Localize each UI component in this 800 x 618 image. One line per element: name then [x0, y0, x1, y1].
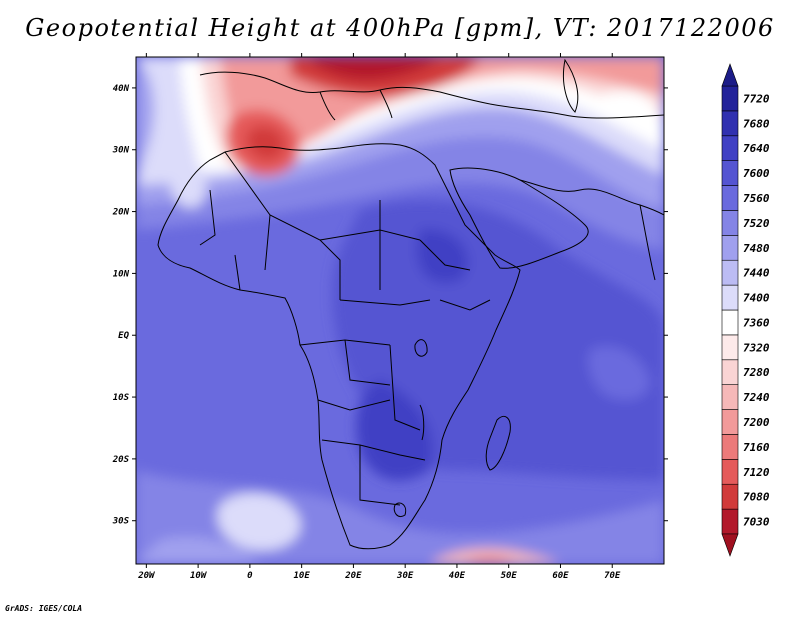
colorbar-label: 7160: [743, 441, 770, 454]
colorbar-label: 7440: [743, 267, 770, 280]
colorbar-label: 7480: [743, 242, 770, 255]
coastlines: [157, 58, 664, 550]
colorbar-label: 7120: [743, 466, 770, 479]
lon-tick-label: 40E: [449, 571, 466, 581]
lat-tick-label: 40N: [113, 84, 130, 94]
lon-tick-label: 0: [247, 571, 253, 581]
colorbar-label: 7720: [743, 92, 770, 105]
lat-tick-label: 20S: [112, 455, 130, 465]
colorbar-label: 7030: [743, 516, 770, 529]
colorbar-swatch: [721, 135, 739, 161]
lon-axis: 20W 10W 0 10E 20E 30E 40E 50E 60E 70E: [137, 53, 621, 581]
colorbar-swatch: [721, 334, 739, 361]
colorbar-label: 7640: [743, 142, 770, 155]
grads-credit: GrADS: IGES/COLA: [5, 604, 83, 613]
colorbar-swatch: [721, 409, 739, 435]
colorbar-swatch: [721, 309, 739, 336]
colorbar-label: 7560: [743, 192, 770, 205]
map-title: Geopotential Height at 400hPa [gpm], VT:…: [25, 14, 775, 42]
lat-tick-label: EQ: [118, 331, 129, 341]
colorbar-swatch: [721, 160, 739, 186]
lon-tick-label: 60E: [552, 571, 569, 581]
colorbar-label: 7400: [743, 292, 770, 305]
colorbar-label: 7600: [743, 167, 770, 180]
lat-tick-label: 10S: [113, 393, 130, 403]
colorbar-label: 7320: [743, 341, 770, 354]
lon-tick-label: 20E: [344, 571, 362, 581]
lat-tick-label: 20N: [112, 208, 130, 218]
height-field: [136, 57, 664, 564]
colorbar-label: 7360: [743, 316, 770, 329]
colorbar-swatch: [721, 483, 739, 510]
colorbar-swatch: [721, 210, 739, 236]
colorbar-swatch: [721, 434, 739, 460]
colorbar: 7030 7080 7120 7160 7200 7240 7280 7320 7360 7400…: [721, 63, 770, 557]
lat-axis: 40N 30N 20N 10N EQ 10S 20S 30S: [112, 84, 668, 527]
colorbar-label: 7080: [743, 491, 770, 504]
colorbar-label: 7240: [743, 391, 770, 404]
colorbar-swatch: [721, 459, 739, 485]
colorbar-swatch: [721, 384, 739, 410]
lon-tick-label: 20W: [137, 571, 156, 581]
colorbar-swatch: [721, 508, 739, 535]
plot-frame: [135, 56, 665, 565]
colorbar-label: 7520: [743, 217, 770, 230]
colorbar-min-arrow: [721, 533, 739, 557]
colorbar-max-arrow: [721, 63, 739, 87]
colorbar-label: 7200: [743, 416, 770, 429]
lon-tick-label: 50E: [501, 571, 518, 581]
colorbar-swatch: [721, 110, 739, 137]
lon-tick-label: 30E: [396, 571, 414, 581]
colorbar-swatch: [721, 284, 739, 311]
lon-tick-label: 70E: [604, 571, 621, 581]
colorbar-swatch: [721, 85, 739, 112]
colorbar-swatch: [721, 185, 739, 211]
lat-tick-label: 30N: [112, 146, 130, 156]
lon-tick-label: 10E: [294, 571, 311, 581]
colorbar-swatch: [721, 359, 739, 385]
lat-tick-label: 10N: [113, 269, 130, 279]
lat-tick-label: 30S: [112, 517, 130, 527]
lon-tick-label: 10W: [190, 571, 208, 581]
colorbar-label: 7280: [743, 366, 770, 379]
colorbar-swatch: [721, 235, 739, 261]
colorbar-swatch: [721, 259, 739, 286]
colorbar-label: 7680: [743, 117, 770, 130]
